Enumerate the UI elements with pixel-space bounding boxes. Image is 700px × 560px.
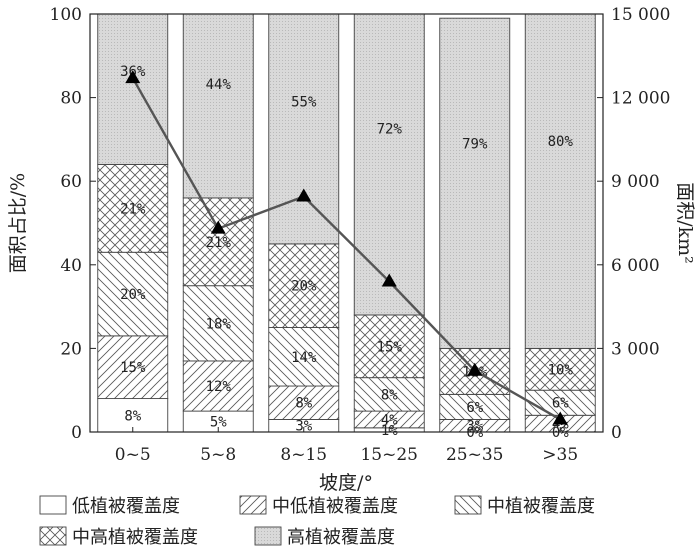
legend-swatch-1 [239,495,267,515]
bar-segment-4-0 [97,13,169,165]
bar-segment-4-2 [268,13,340,245]
data-label: 80% [548,134,574,150]
bar-segment-2-2 [268,327,340,387]
y-tick-label: 80 [60,89,82,109]
area-marker-2 [296,188,312,202]
data-label: 0% [552,425,569,441]
y-tick-label: 0 [71,423,82,443]
data-label: 12% [206,379,232,395]
legend-swatch-0 [39,495,67,515]
area-polyline [131,77,561,421]
data-label: 15% [120,360,146,376]
data-label: 14% [291,350,317,366]
data-label: 18% [206,316,232,332]
y-tick-label: 100 [50,5,82,25]
y2-tick-label: 6 000 [611,256,660,276]
data-label: 8% [295,396,312,412]
legend-label: 高植被覆盖度 [287,527,395,548]
plot-frame [89,13,604,433]
y-tick-label: 60 [60,172,82,192]
data-label: 5% [210,415,227,431]
legend-swatch-3 [39,526,67,546]
bar-segment-3-5 [524,347,596,391]
y2-tick-label: 3 000 [611,339,660,359]
y-tick-label: 40 [60,256,82,276]
y2-tick-label: 0 [611,423,622,443]
data-label: 8% [381,387,398,403]
data-label: 6% [552,396,569,412]
bar-segment-2-5 [524,389,596,416]
data-label: 79% [462,137,488,153]
legend-label: 低植被覆盖度 [72,496,180,517]
data-label: 55% [291,94,317,110]
x-tick-label: >35 [542,445,578,465]
area-marker-1 [210,220,226,234]
bar-segment-0-0 [97,398,169,433]
bar-segment-3-1 [182,197,254,287]
bar-segment-1-1 [182,360,254,412]
legend-label: 中植被覆盖度 [487,496,595,517]
bar-segment-1-0 [97,335,169,400]
data-label: 15% [377,339,403,355]
data-label: 3% [295,419,312,435]
x-tick-label: 8~15 [280,445,327,465]
stacked-bars [97,13,596,433]
legend-label: 中低植被覆盖度 [272,496,398,517]
area-marker-3 [381,273,397,287]
x-axis-title: 坡度/° [319,472,373,494]
data-label: 6% [466,400,483,416]
y2-tick-label: 9 000 [611,172,660,192]
x-tick-label: 25~35 [446,445,504,465]
legend-swatch-4 [254,526,282,546]
bar-segment-4-5 [524,13,596,349]
area-marker-4 [467,362,483,376]
y2-tick-label: 15 000 [611,5,670,25]
data-label: 21% [120,201,146,217]
x-tick-label: 0~5 [115,445,151,465]
percent-labels: 8%15%20%21%36%5%12%18%21%44%3%8%14%20%55… [120,64,573,441]
plot-border [89,13,604,433]
bar-segment-3-2 [268,243,340,328]
x-tick-label: 5~8 [200,445,236,465]
data-label: 3% [466,419,483,435]
y-tick-label: 20 [60,339,82,359]
data-label: 20% [291,279,317,295]
data-label: 4% [381,412,398,428]
data-label: 0% [466,425,483,441]
y-axis-title: 面积占比/% [7,173,29,273]
area-marker-0 [125,70,141,84]
legend-swatch-2 [454,495,482,515]
bar-segment-2-3 [353,377,425,412]
axes: 0 20 40 60 80 100 0 3 000 6 000 9 000 12 000 15 000… [7,5,696,494]
area-line [125,70,568,425]
data-label: 21% [206,235,232,251]
bar-segment-1-2 [268,385,340,420]
data-label: 8% [124,408,141,424]
y2-tick-label: 12 000 [611,89,670,109]
area-marker-5 [552,411,568,425]
bar-segment-4-1 [182,13,254,199]
legend-label: 中高植被覆盖度 [72,527,198,548]
y2-axis-title: 面积/km² [674,182,696,264]
data-label: 10% [548,362,574,378]
data-label: 20% [120,287,146,303]
bar-segment-2-1 [182,285,254,362]
bar-segment-4-3 [353,13,425,316]
bar-segment-2-4 [439,393,511,420]
data-label: 72% [377,121,403,137]
bar-segment-4-4 [439,17,511,349]
data-label: 44% [206,77,232,93]
x-tick-label: 15~25 [360,445,418,465]
bar-segment-3-3 [353,314,425,379]
bar-segment-3-0 [97,164,169,253]
